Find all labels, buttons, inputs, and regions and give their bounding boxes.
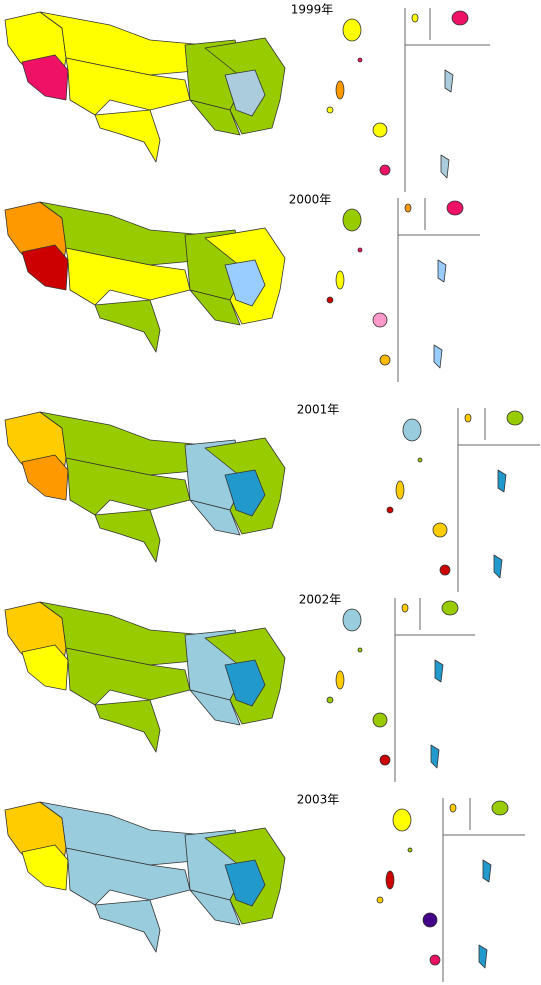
island [376, 896, 384, 904]
island [385, 870, 395, 890]
inset-island [411, 13, 419, 23]
municipality [224, 259, 266, 307]
island [372, 712, 388, 728]
municipality [189, 889, 241, 926]
map-panel: 2003年 [4, 793, 525, 982]
municipality [94, 299, 161, 353]
inset-island [401, 603, 409, 613]
municipality [39, 11, 206, 76]
municipality [21, 844, 69, 891]
island [342, 18, 362, 42]
island [326, 296, 334, 304]
inset-island [464, 413, 472, 423]
island [417, 457, 423, 463]
inset-island [433, 344, 443, 369]
inset-island [482, 859, 492, 883]
island [439, 564, 451, 576]
municipality [224, 469, 266, 517]
inset-island [434, 659, 444, 683]
panel-title: 2001年 [297, 403, 340, 417]
municipality [39, 801, 206, 866]
municipality [39, 201, 206, 266]
panel-title: 2002年 [299, 593, 342, 607]
inset-island [446, 200, 464, 216]
inset-island [451, 10, 469, 26]
island [432, 522, 448, 538]
inset-island [404, 203, 412, 213]
municipality [224, 659, 266, 707]
map-panel: 2001年 [4, 403, 540, 592]
island [379, 354, 391, 366]
map-panel: 2002年 [4, 593, 475, 782]
island [342, 208, 362, 232]
island [326, 696, 334, 704]
municipality [189, 289, 241, 326]
municipality [21, 454, 69, 501]
municipality [224, 69, 266, 117]
island [392, 808, 412, 832]
municipality [189, 99, 241, 136]
inset-island [493, 554, 503, 579]
inset-island [449, 803, 457, 813]
inset-island [444, 69, 454, 93]
inset-island [497, 469, 507, 493]
municipality [94, 899, 161, 953]
island [357, 247, 363, 253]
panel-title: 2003年 [297, 793, 340, 807]
municipality [21, 54, 69, 101]
island [335, 80, 345, 100]
inset-island [430, 744, 440, 769]
inset-island [437, 259, 447, 283]
island [342, 608, 362, 632]
inset-island [440, 154, 450, 179]
island [407, 847, 413, 853]
inset-island [491, 800, 509, 816]
island [357, 57, 363, 63]
municipality [21, 244, 69, 291]
island [395, 480, 405, 500]
panel-title: 1999年 [291, 3, 334, 17]
island [402, 418, 422, 442]
inset-island [441, 600, 459, 616]
inset-island [478, 944, 488, 969]
municipality [94, 699, 161, 753]
island [372, 122, 388, 138]
municipality [21, 644, 69, 691]
municipality [189, 689, 241, 726]
panel-title: 2000年 [289, 193, 332, 207]
municipality [39, 411, 206, 476]
inset-island [506, 410, 524, 426]
island [335, 270, 345, 290]
municipality [94, 109, 161, 163]
municipality [94, 509, 161, 563]
island [335, 670, 345, 690]
municipality [224, 859, 266, 907]
island [379, 754, 391, 766]
map-panel: 1999年 [4, 3, 490, 192]
island [386, 506, 394, 514]
island [379, 164, 391, 176]
island [422, 912, 438, 928]
island [326, 106, 334, 114]
island [429, 954, 441, 966]
island [357, 647, 363, 653]
municipality [189, 499, 241, 536]
municipality [39, 601, 206, 666]
island [372, 312, 388, 328]
map-panel: 2000年 [4, 193, 480, 382]
